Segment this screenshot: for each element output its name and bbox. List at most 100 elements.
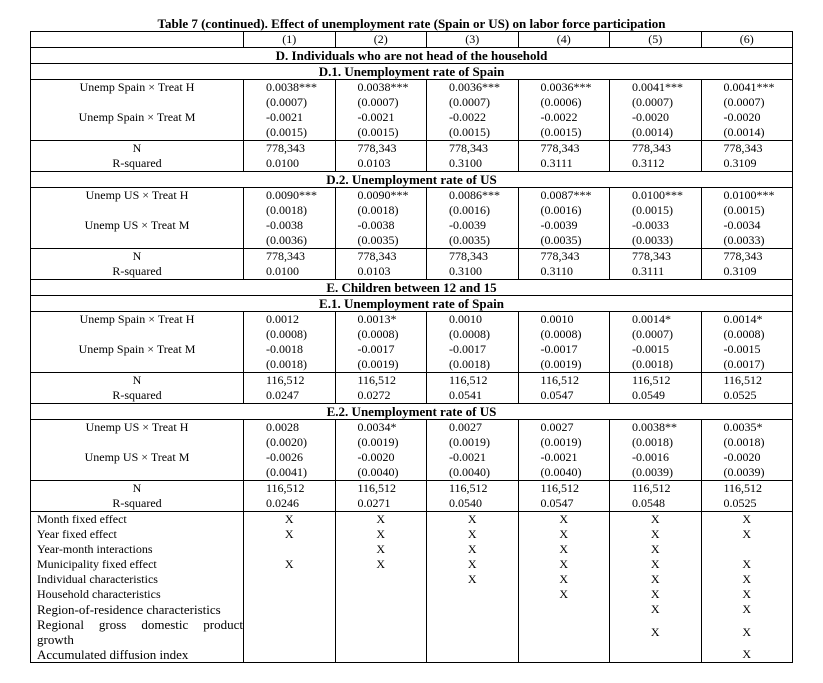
row-label: Unemp Spain × Treat M [30, 110, 244, 125]
statistic: 0.0100 [243, 156, 336, 172]
control-mark: X [700, 557, 793, 572]
statistic: 116,512 [700, 480, 793, 496]
statistic: 778,343 [700, 248, 793, 264]
standard-error: (0.0019) [426, 435, 519, 450]
panel-heading-row: E. Children between 12 and 15 [30, 279, 793, 296]
empty-cell [30, 435, 244, 450]
coefficient: -0.0017 [517, 342, 610, 357]
column-header: (1) [243, 31, 336, 48]
coefficient: 0.0034* [334, 419, 427, 435]
page: Table 7 (continued). Effect of unemploym… [30, 16, 793, 663]
statistic: 0.0548 [609, 496, 702, 512]
standard-error: (0.0019) [517, 357, 610, 373]
coef-row: Unemp Spain × Treat M -0.0018 -0.0017 -0.00… [30, 342, 793, 357]
statistic: 778,343 [700, 140, 793, 156]
statistic: 0.0271 [334, 496, 427, 512]
block-heading: D.1. Unemployment rate of Spain [30, 63, 793, 80]
statistic: 0.3100 [426, 156, 519, 172]
statistic: 116,512 [700, 372, 793, 388]
row-label: N [30, 140, 244, 156]
standard-error: (0.0040) [426, 465, 519, 481]
statistic: 0.0525 [700, 496, 793, 512]
control-mark: X [334, 527, 427, 542]
coefficient: 0.0087*** [517, 187, 610, 203]
se-row: (0.0015) (0.0015) (0.0015) (0.0015) (0.0014)… [30, 125, 793, 141]
control-label: Household characteristics [30, 587, 244, 602]
coefficient: -0.0017 [334, 342, 427, 357]
standard-error: (0.0041) [243, 465, 336, 481]
control-mark [426, 602, 519, 617]
control-mark: X [700, 617, 793, 647]
coefficient: -0.0022 [426, 110, 519, 125]
statistic: 778,343 [243, 140, 336, 156]
coefficient: -0.0022 [517, 110, 610, 125]
control-row: Year-month interactions X X X X [30, 542, 793, 557]
statistic: 0.3110 [517, 264, 610, 280]
results-table: (1) (2) (3) (4) (5) (6) D. Individuals who are… [30, 31, 793, 663]
control-mark [243, 542, 336, 557]
coefficient: -0.0021 [426, 450, 519, 465]
standard-error: (0.0007) [609, 95, 702, 110]
control-mark: X [334, 542, 427, 557]
se-row: (0.0036) (0.0035) (0.0035) (0.0035) (0.0033)… [30, 233, 793, 249]
coefficient: 0.0027 [517, 419, 610, 435]
control-mark [243, 647, 336, 663]
standard-error: (0.0018) [700, 435, 793, 450]
standard-error: (0.0033) [609, 233, 702, 249]
row-label: Unemp Spain × Treat H [30, 79, 244, 95]
statistic: 778,343 [426, 248, 519, 264]
standard-error: (0.0036) [243, 233, 336, 249]
standard-error: (0.0018) [243, 357, 336, 373]
row-label: R-squared [30, 264, 244, 280]
control-label: Month fixed effect [30, 511, 244, 527]
control-mark: X [517, 572, 610, 587]
standard-error: (0.0006) [517, 95, 610, 110]
control-mark: X [426, 557, 519, 572]
column-header: (5) [609, 31, 702, 48]
control-mark [426, 647, 519, 663]
se-row: (0.0008) (0.0008) (0.0008) (0.0008) (0.0007)… [30, 327, 793, 342]
coefficient: -0.0034 [700, 218, 793, 233]
standard-error: (0.0019) [334, 435, 427, 450]
coef-row: Unemp US × Treat M -0.0026 -0.0020 -0.0021-… [30, 450, 793, 465]
standard-error: (0.0008) [334, 327, 427, 342]
coefficient: -0.0015 [700, 342, 793, 357]
column-header: (6) [700, 31, 793, 48]
statistic: 0.0103 [334, 156, 427, 172]
control-mark [700, 542, 793, 557]
stat-row: R-squared 0.0100 0.0103 0.3100 0.3111 0.3112 0… [30, 156, 793, 172]
standard-error: (0.0018) [609, 435, 702, 450]
empty-cell [30, 233, 244, 249]
control-mark: X [609, 557, 702, 572]
block-heading-row: D.2. Unemployment rate of US [30, 171, 793, 188]
control-mark: X [517, 587, 610, 602]
statistic: 116,512 [517, 480, 610, 496]
statistic: 0.0547 [517, 388, 610, 404]
standard-error: (0.0014) [700, 125, 793, 141]
coef-row: Unemp Spain × Treat H 0.0012 0.0013* 0.0010… [30, 311, 793, 327]
coefficient: 0.0010 [426, 311, 519, 327]
control-row: Year fixed effect X X X X X X [30, 527, 793, 542]
control-mark [243, 617, 336, 647]
standard-error: (0.0017) [700, 357, 793, 373]
standard-error: (0.0035) [334, 233, 427, 249]
control-row: Month fixed effect X X X X X X [30, 511, 793, 527]
coef-row: Unemp Spain × Treat M -0.0021 -0.0021 -0.00… [30, 110, 793, 125]
coefficient: -0.0038 [334, 218, 427, 233]
control-mark: X [609, 527, 702, 542]
control-mark [334, 602, 427, 617]
coefficient: -0.0015 [609, 342, 702, 357]
standard-error: (0.0015) [426, 125, 519, 141]
statistic: 0.0541 [426, 388, 519, 404]
coefficient: -0.0020 [609, 110, 702, 125]
stat-row: R-squared 0.0247 0.0272 0.0541 0.0547 0.0549 0… [30, 388, 793, 404]
coefficient: -0.0020 [334, 450, 427, 465]
coefficient: 0.0041*** [700, 79, 793, 95]
column-header-row: (1) (2) (3) (4) (5) (6) [30, 31, 793, 48]
control-mark: X [426, 527, 519, 542]
coefficient: -0.0017 [426, 342, 519, 357]
table-body: (1) (2) (3) (4) (5) (6) D. Individuals who are… [30, 31, 793, 663]
column-header: (3) [426, 31, 519, 48]
empty-cell [30, 327, 244, 342]
control-row: Household characteristics X X X [30, 587, 793, 602]
